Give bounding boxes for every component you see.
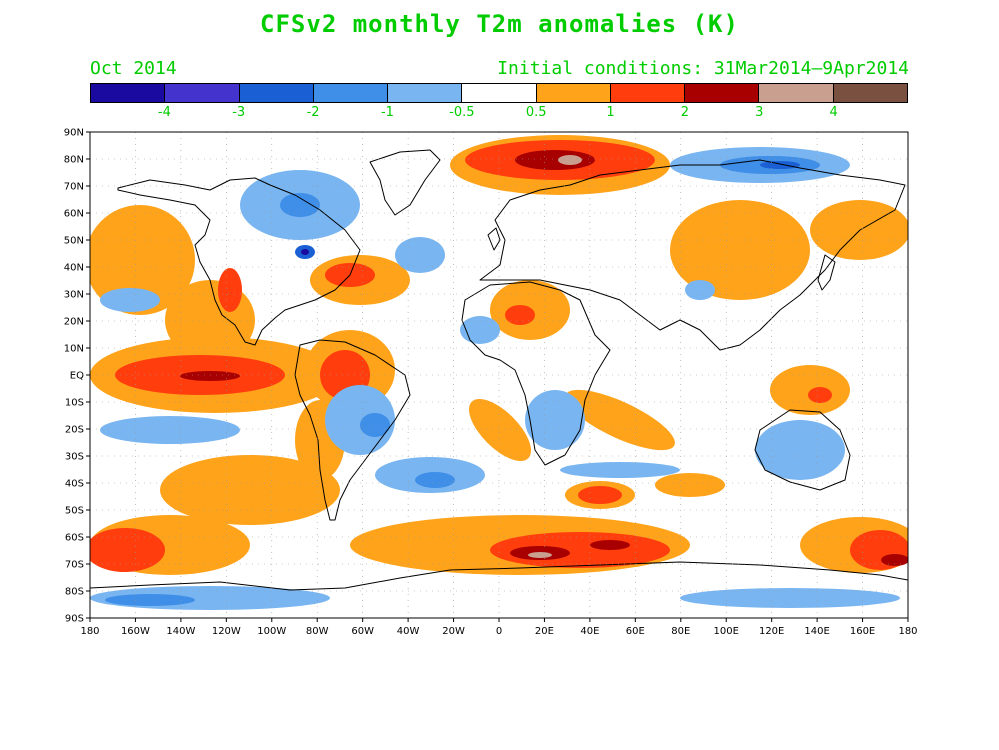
lon-label: 40W — [397, 626, 420, 637]
lon-label: 20E — [535, 626, 554, 637]
lon-label: 120W — [212, 626, 241, 637]
lat-label: 40S — [65, 479, 84, 490]
colorbar-tick-label: -3 — [232, 105, 246, 120]
colorbar-tick-label: 4 — [829, 105, 838, 120]
longitude-labels: 180 160W 140W 120W 100W 80W 60W 40W 20W 0 20E 40E 60… — [80, 626, 917, 637]
colorbar-tick-label: -1 — [380, 105, 394, 120]
lat-label: 50S — [65, 506, 84, 517]
strong-cold-anomaly-fields — [295, 161, 800, 259]
lat-label: 20N — [64, 317, 84, 328]
lat-label: 80S — [65, 587, 84, 598]
colorbar-box — [536, 84, 611, 102]
lon-label: 180 — [80, 626, 99, 637]
colorbar-box — [610, 84, 686, 102]
map-title: CFSv2 monthly T2m anomalies (K) — [260, 10, 739, 38]
lat-label: 70S — [65, 560, 84, 571]
colorbar-box — [759, 84, 834, 102]
colorbar-box — [833, 84, 907, 102]
lat-label: 60N — [64, 209, 84, 220]
very-strong-warm-anomaly-fields — [180, 150, 908, 566]
lon-label: 60E — [626, 626, 645, 637]
lat-label: 20S — [65, 425, 84, 436]
colorbar-tick-label: -0.5 — [449, 105, 475, 120]
lon-label: 100W — [257, 626, 286, 637]
lon-label: 100E — [714, 626, 739, 637]
moderate-cold-anomaly-fields — [105, 156, 820, 606]
colorbar-tick-label: 0.5 — [525, 105, 547, 120]
lon-label: 60W — [351, 626, 374, 637]
init-conditions-label: Initial conditions: 31Mar2014–9Apr2014 — [497, 58, 909, 79]
colorbar-tick-label: -4 — [157, 105, 171, 120]
coastlines — [90, 149, 908, 591]
lat-label: 30N — [64, 290, 84, 301]
lat-label: EQ — [70, 371, 84, 382]
valid-month-label: Oct 2014 — [90, 58, 177, 79]
lat-label: 10S — [65, 398, 84, 409]
lon-label: 120E — [759, 626, 784, 637]
colorbar-box — [165, 84, 240, 102]
lat-label: 50N — [64, 236, 84, 247]
lat-label: 60S — [65, 533, 84, 544]
lon-label: 40E — [580, 626, 599, 637]
lon-label: 80W — [306, 626, 329, 637]
axis-ticks — [86, 131, 909, 622]
lon-label: 180 — [898, 626, 917, 637]
colorbar-tick-label: -2 — [306, 105, 320, 120]
lon-label: 140E — [804, 626, 829, 637]
colorbar-box — [91, 84, 166, 102]
extreme-cold-anomaly-fields — [301, 249, 309, 255]
extreme-warm-anomaly-fields — [528, 155, 582, 558]
lon-label: 140W — [166, 626, 195, 637]
lon-label: 0 — [496, 626, 502, 637]
colorbar-tick-label: 2 — [680, 105, 690, 120]
colorbar-box — [239, 84, 314, 102]
colorbar-box — [388, 84, 463, 102]
lon-label: 80E — [671, 626, 690, 637]
lat-label: 90S — [65, 614, 84, 625]
lon-label: 160E — [850, 626, 875, 637]
colorbar-tick-label: 3 — [755, 105, 764, 120]
lon-label: 20W — [442, 626, 465, 637]
lat-label: 30S — [65, 452, 84, 463]
lat-label: 70N — [64, 182, 84, 193]
lat-label: 80N — [64, 155, 84, 166]
colorbar-box — [685, 84, 760, 102]
colorbar-box — [462, 84, 537, 102]
lon-label: 160W — [121, 626, 150, 637]
latitude-labels: 90N 80N 70N 60N 50N 40N 30N 20N 10N EQ 10S 20S 30S 40… — [64, 128, 84, 625]
colorbar-box — [313, 84, 389, 102]
colorbar — [90, 83, 908, 103]
lat-label: 90N — [64, 128, 84, 139]
colorbar-tick-label: 1 — [606, 105, 615, 120]
lat-label: 40N — [64, 263, 84, 274]
map-grid — [90, 132, 908, 618]
lat-label: 10N — [64, 344, 84, 355]
